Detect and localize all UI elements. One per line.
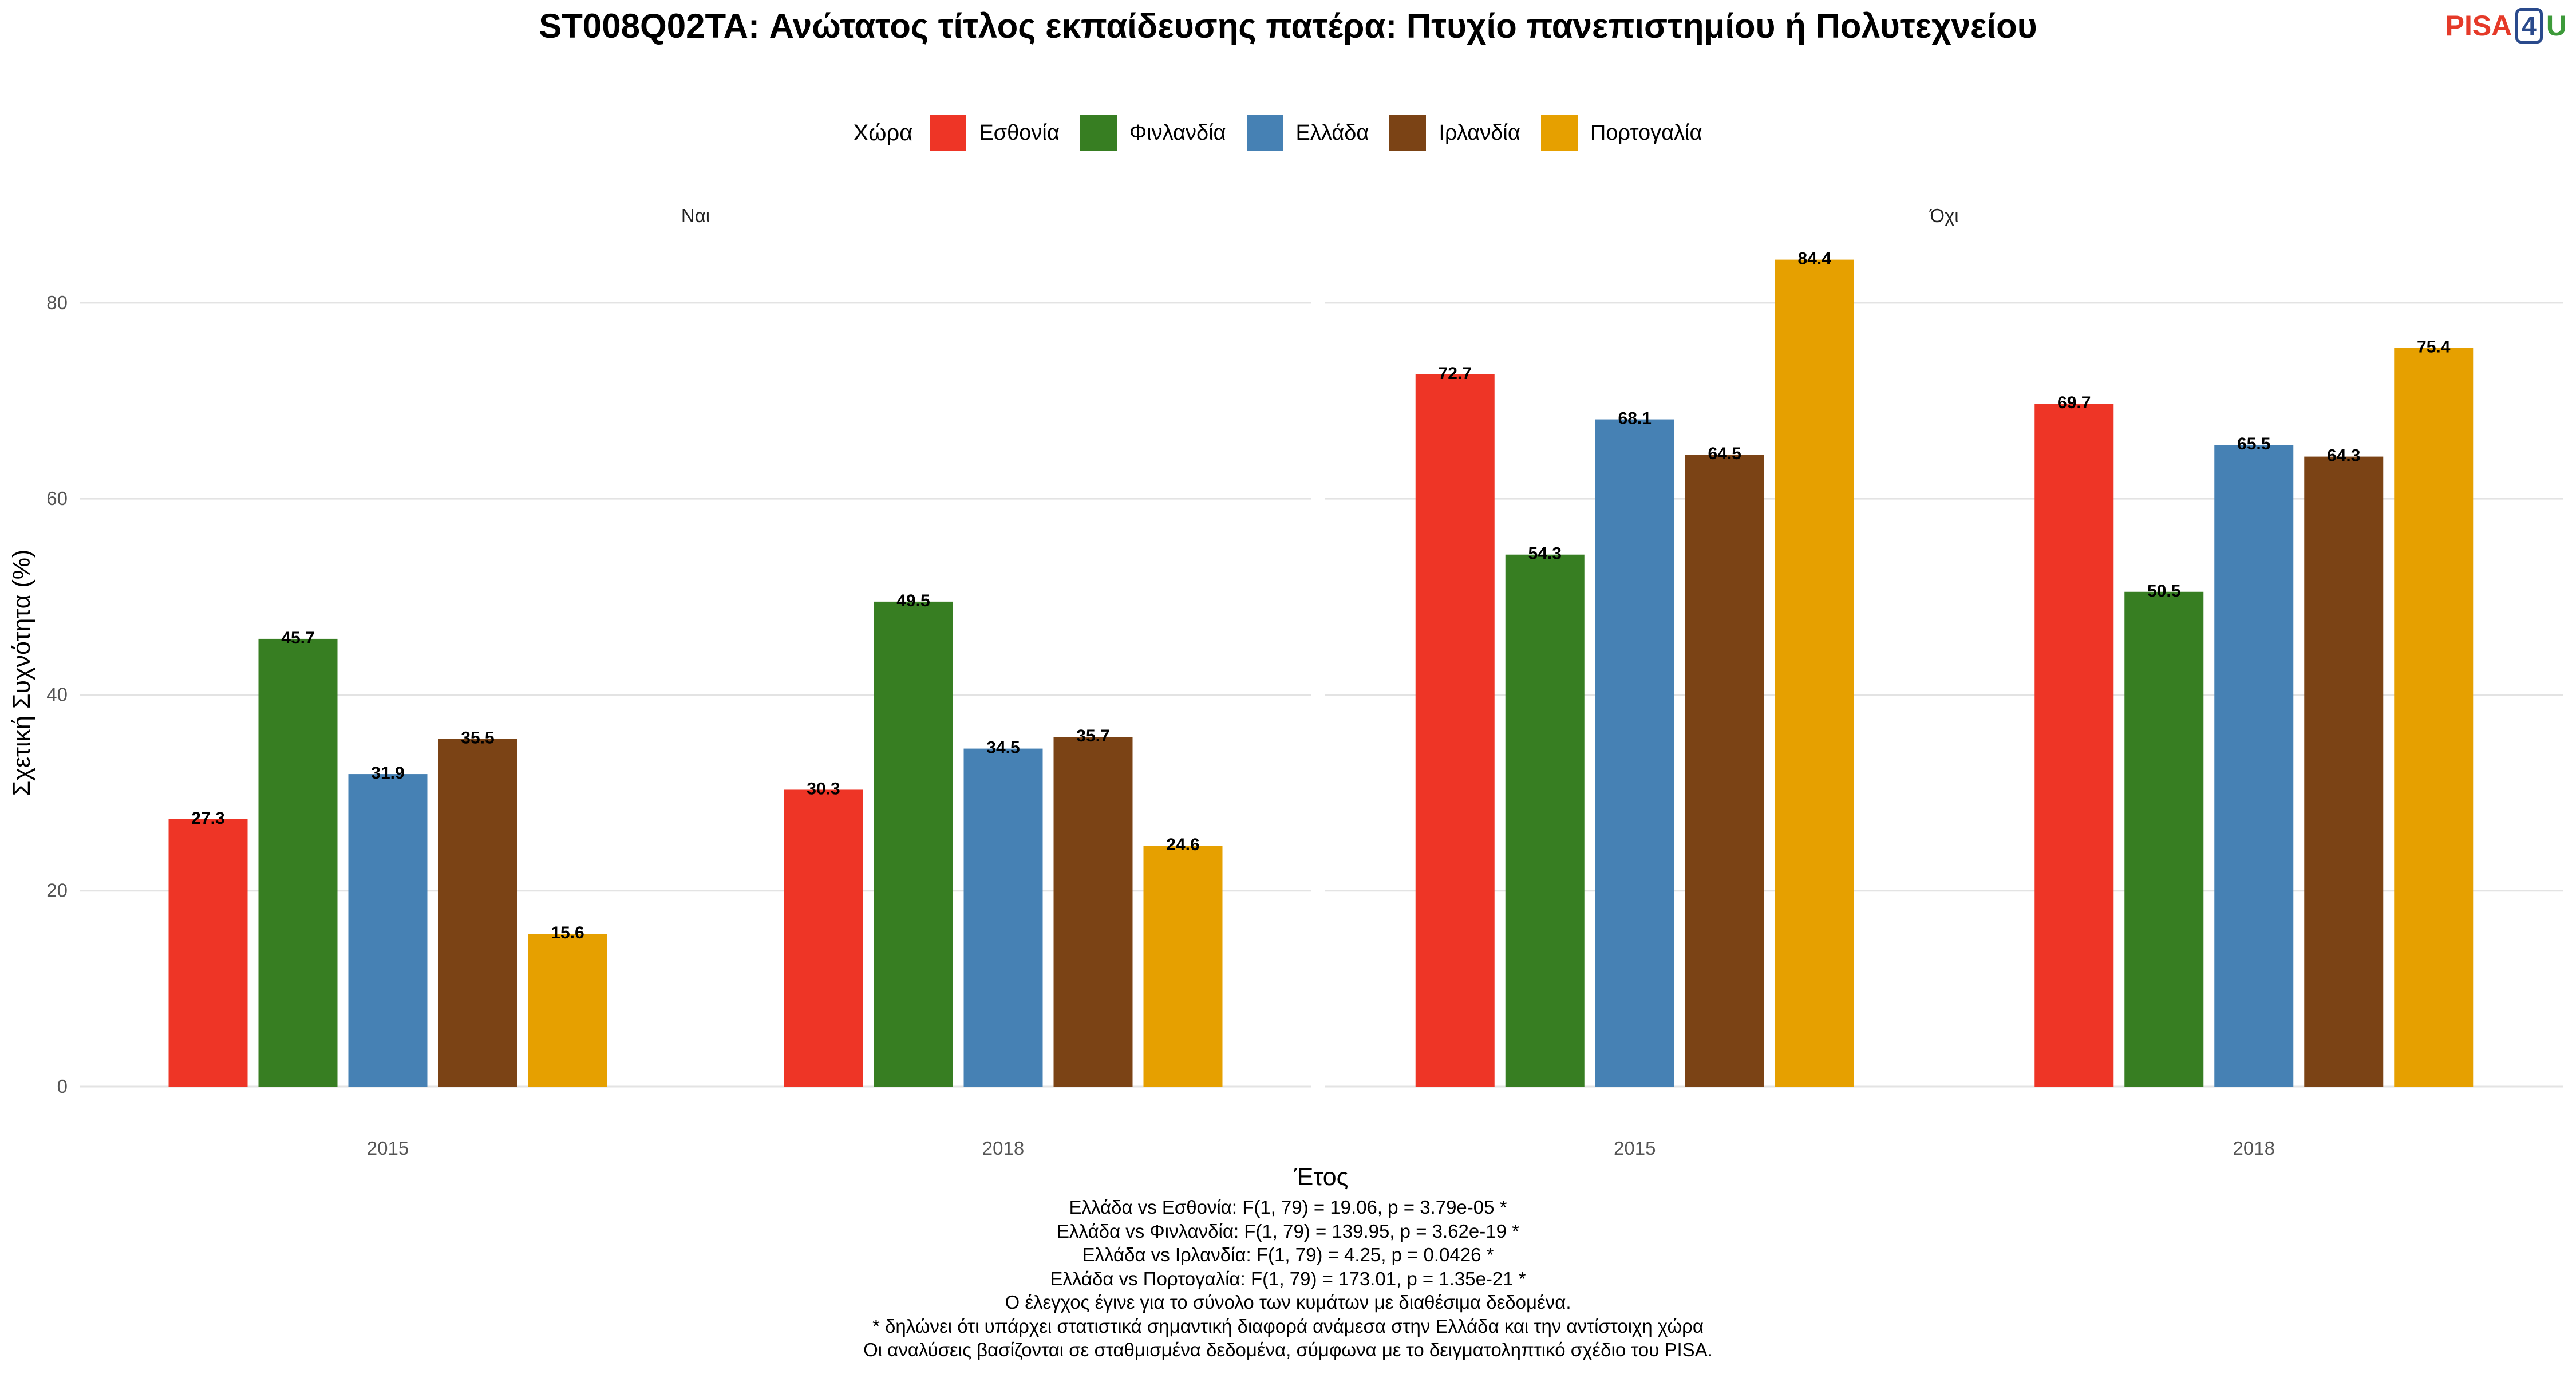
data-label: 34.5 xyxy=(986,739,1020,757)
chart-title: ST008Q02TA: Ανώτατος τίτλος εκπαίδευσης … xyxy=(539,7,2037,45)
y-axis-title: Σχετική Συχνότητα (%) xyxy=(8,550,35,796)
legend-item-ireland: Ιρλανδία xyxy=(1389,114,1520,151)
legend-title: Χώρα xyxy=(853,120,913,145)
data-label: 50.5 xyxy=(2147,582,2180,601)
bar xyxy=(2034,404,2114,1087)
y-tick-label: 80 xyxy=(46,292,68,313)
legend-label-greece: Ελλάδα xyxy=(1295,120,1369,145)
data-label: 84.4 xyxy=(1798,250,1832,269)
footnote-line: Ελλάδα vs Ιρλανδία: F(1, 79) = 4.25, p =… xyxy=(1082,1244,1494,1265)
legend-swatch-estonia xyxy=(930,114,967,151)
bar xyxy=(1685,455,1764,1087)
bar-chart: Ναι 2015 27.3 45.7 31.9 35.5 15.6 2018 30.3 49.5 3… xyxy=(8,205,2563,1191)
data-label: 68.1 xyxy=(1618,409,1652,428)
y-tick-label: 60 xyxy=(46,488,68,509)
data-label: 72.7 xyxy=(1439,364,1472,383)
bar xyxy=(438,739,517,1087)
logo-pisa-text: PISA xyxy=(2445,10,2512,42)
legend-swatch-finland xyxy=(1080,114,1117,151)
bar xyxy=(2304,456,2384,1087)
bar xyxy=(2124,591,2204,1087)
data-label: 75.4 xyxy=(2417,338,2451,357)
x-tick-label: 2018 xyxy=(982,1138,1024,1159)
legend-label-finland: Φινλανδία xyxy=(1129,120,1226,145)
y-tick-label: 0 xyxy=(57,1076,68,1097)
data-label: 35.5 xyxy=(461,728,494,747)
legend-swatch-ireland xyxy=(1389,114,1427,151)
legend-label-estonia: Εσθονία xyxy=(979,120,1060,145)
footnote-line: * δηλώνει ότι υπάρχει στατιστικά σημαντι… xyxy=(872,1315,1704,1337)
pisa4u-logo: PISA 4 U xyxy=(2445,8,2567,44)
legend-item-finland: Φινλανδία xyxy=(1080,114,1226,151)
data-label: 30.3 xyxy=(807,779,840,798)
footnotes: Ελλάδα vs Εσθονία: F(1, 79) = 19.06, p =… xyxy=(0,1195,2576,1362)
bar xyxy=(2214,445,2294,1087)
footnote-line: Ελλάδα vs Εσθονία: F(1, 79) = 19.06, p =… xyxy=(1069,1197,1507,1218)
data-label: 64.5 xyxy=(1708,444,1741,463)
data-label: 35.7 xyxy=(1076,727,1109,745)
x-tick-label: 2015 xyxy=(1614,1138,1656,1159)
footnote-line: Οι αναλύσεις βασίζονται σε σταθμισμένα δ… xyxy=(863,1339,1713,1360)
x-axis-title: Έτος xyxy=(1294,1163,1349,1191)
bar xyxy=(1595,419,1674,1087)
data-label: 45.7 xyxy=(281,629,314,647)
legend-item-estonia: Εσθονία xyxy=(930,114,1060,151)
bar xyxy=(784,789,863,1087)
legend: Χώρα Εσθονία Φινλανδία Ελλάδα Ιρλανδία Π… xyxy=(0,114,2576,151)
legend-label-portugal: Πορτογαλία xyxy=(1590,120,1702,145)
facet-label: Ναι xyxy=(681,205,710,226)
y-tick-label: 20 xyxy=(46,880,68,901)
data-label: 24.6 xyxy=(1166,835,1199,854)
bar xyxy=(1053,737,1133,1087)
data-label: 27.3 xyxy=(191,809,224,828)
footnote-line: Ελλάδα vs Φινλανδία: F(1, 79) = 139.95, … xyxy=(1057,1220,1519,1242)
footnote-line: Ο έλεγχος έγινε για το σύνολο των κυμάτω… xyxy=(1005,1292,1571,1313)
bar xyxy=(1775,259,1854,1087)
bar xyxy=(1505,554,1585,1087)
legend-swatch-greece xyxy=(1246,114,1283,151)
bar xyxy=(963,748,1043,1087)
data-label: 15.6 xyxy=(551,923,584,942)
legend-item-greece: Ελλάδα xyxy=(1246,114,1369,151)
bar xyxy=(874,601,953,1087)
legend-label-ireland: Ιρλανδία xyxy=(1439,120,1520,145)
x-tick-label: 2015 xyxy=(367,1138,409,1159)
data-label: 49.5 xyxy=(896,591,930,610)
footnote-line: Ελλάδα vs Πορτογαλία: F(1, 79) = 173.01,… xyxy=(1050,1268,1526,1289)
bar xyxy=(1415,374,1495,1087)
facet-label: Όχι xyxy=(1929,205,1958,226)
data-label: 54.3 xyxy=(1528,544,1562,563)
bar xyxy=(168,819,248,1087)
logo-four-box: 4 xyxy=(2515,8,2543,44)
legend-item-portugal: Πορτογαλία xyxy=(1540,114,1702,151)
bar xyxy=(528,934,607,1087)
logo-u-text: U xyxy=(2546,10,2567,42)
x-tick-label: 2018 xyxy=(2233,1138,2275,1159)
bar xyxy=(348,774,428,1087)
bar xyxy=(258,638,338,1087)
bar xyxy=(2394,348,2474,1087)
bar xyxy=(1143,846,1223,1087)
data-label: 64.3 xyxy=(2327,447,2360,465)
data-label: 31.9 xyxy=(371,764,404,783)
y-tick-label: 40 xyxy=(46,684,68,705)
legend-swatch-portugal xyxy=(1540,114,1578,151)
data-label: 69.7 xyxy=(2057,393,2091,412)
data-label: 65.5 xyxy=(2237,435,2270,453)
